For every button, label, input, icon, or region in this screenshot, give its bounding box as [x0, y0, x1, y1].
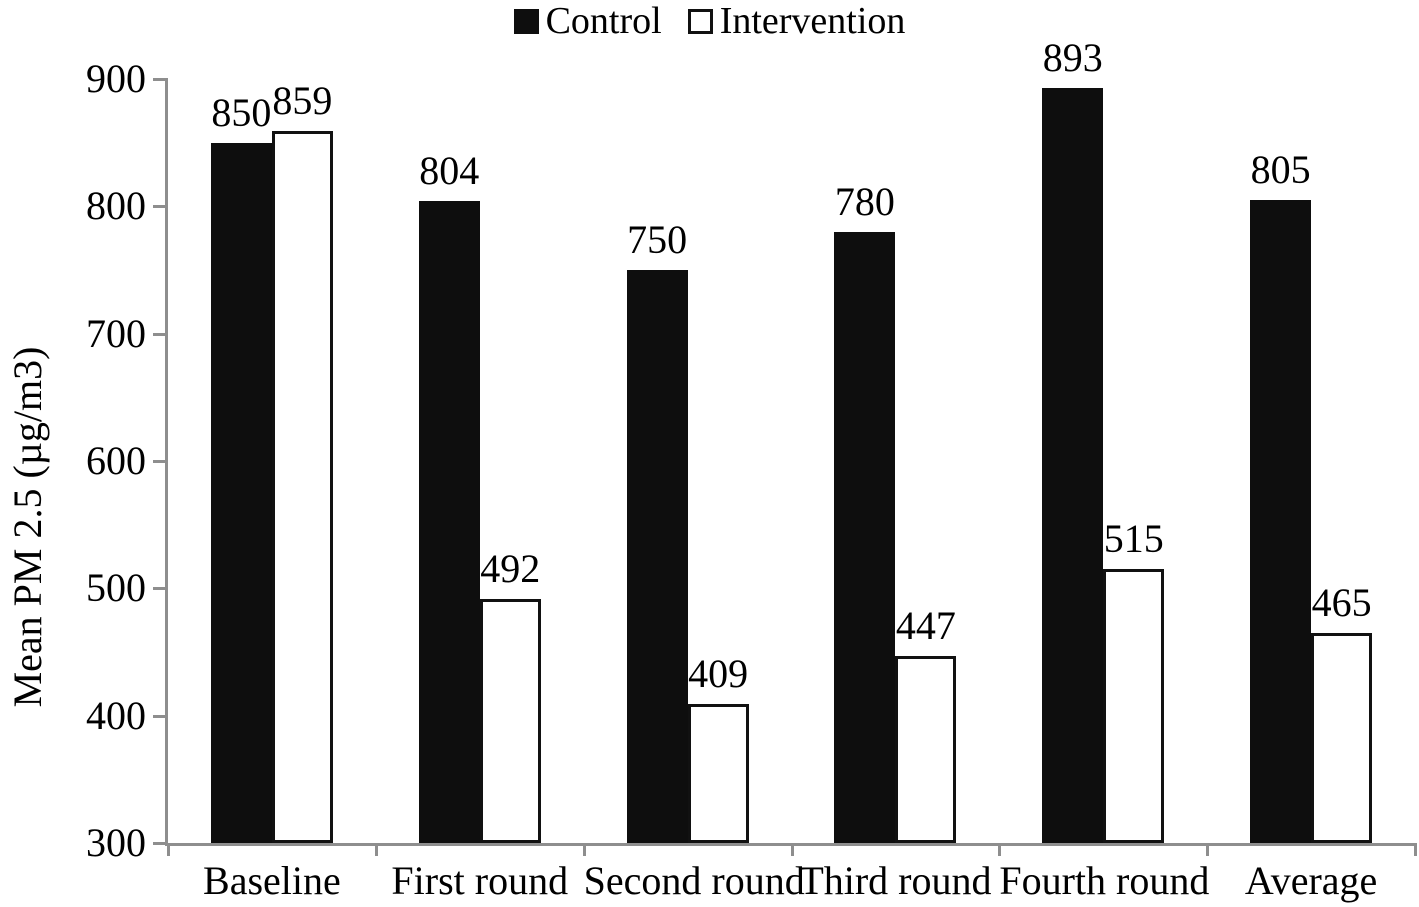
bar-value-label-control-third-round: 780: [834, 179, 895, 224]
y-tick-mark: [153, 842, 168, 845]
bar-value-label-intervention-second-round: 409: [688, 651, 749, 696]
bar-control-fourth-round: [1042, 88, 1104, 843]
y-tick-mark: [153, 587, 168, 591]
x-tick-mark: [1206, 843, 1210, 856]
x-tick-mark: [1414, 843, 1417, 856]
y-axis-line: [165, 79, 168, 846]
legend-label-intervention: Intervention: [719, 0, 906, 42]
y-tick-mark: [153, 205, 168, 209]
bar-value-label-control-fourth-round: 893: [1042, 35, 1103, 80]
bar-value-label-control-second-round: 750: [627, 217, 688, 262]
bar-value-label-intervention-baseline: 859: [272, 78, 333, 123]
y-tick-label: 800: [86, 183, 146, 229]
bar-intervention-second-round: [687, 704, 749, 843]
y-tick-label: 300: [86, 820, 146, 865]
legend-item-control: Control: [513, 0, 662, 42]
x-category-label-baseline: Baseline: [203, 858, 341, 903]
bar-control-third-round: [834, 232, 896, 843]
bar-control-average: [1250, 200, 1312, 843]
x-category-label-first-round: First round: [391, 858, 569, 903]
x-tick-mark: [582, 843, 586, 856]
bar-control-first-round: [418, 201, 480, 843]
bar-intervention-first-round: [479, 599, 541, 843]
bar-intervention-average: [1311, 633, 1373, 843]
bar-control-baseline: [210, 143, 272, 843]
y-tick-mark: [153, 714, 168, 718]
y-tick-label: 700: [86, 310, 146, 356]
control-swatch-icon: [513, 8, 539, 34]
x-axis-line: [165, 843, 1415, 846]
y-tick-label: 500: [86, 565, 146, 611]
bar-value-label-control-baseline: 850: [211, 90, 272, 135]
legend-label-control: Control: [545, 0, 662, 42]
bar-value-label-control-first-round: 804: [419, 148, 480, 193]
x-category-label-average: Average: [1244, 858, 1378, 903]
y-tick-label: 600: [86, 438, 146, 483]
x-category-label-fourth-round: Fourth round: [999, 858, 1210, 903]
x-tick-mark: [790, 843, 794, 856]
bar-intervention-baseline: [271, 131, 333, 843]
intervention-swatch-icon: [687, 8, 713, 34]
bar-value-label-control-average: 805: [1250, 147, 1311, 192]
y-tick-mark: [153, 332, 168, 336]
x-tick-mark: [167, 843, 170, 856]
y-tick-mark: [153, 460, 168, 463]
x-tick-mark: [374, 843, 378, 856]
x-category-label-second-round: Second round: [583, 858, 805, 903]
bar-value-label-intervention-fourth-round: 515: [1103, 516, 1164, 561]
chart-legend: Control Intervention: [0, 0, 1419, 42]
y-tick-label: 900: [86, 56, 146, 101]
bar-value-label-intervention-first-round: 492: [480, 546, 541, 591]
bar-intervention-fourth-round: [1103, 569, 1165, 843]
y-tick-label: 400: [86, 692, 146, 738]
x-tick-mark: [998, 843, 1002, 856]
bar-intervention-third-round: [895, 656, 957, 843]
x-category-label-third-round: Third round: [799, 858, 992, 903]
bar-value-label-intervention-average: 465: [1311, 580, 1372, 625]
legend-item-intervention: Intervention: [687, 0, 906, 42]
bar-control-second-round: [626, 270, 688, 843]
bar-value-label-intervention-third-round: 447: [895, 603, 956, 648]
y-tick-mark: [153, 78, 168, 81]
